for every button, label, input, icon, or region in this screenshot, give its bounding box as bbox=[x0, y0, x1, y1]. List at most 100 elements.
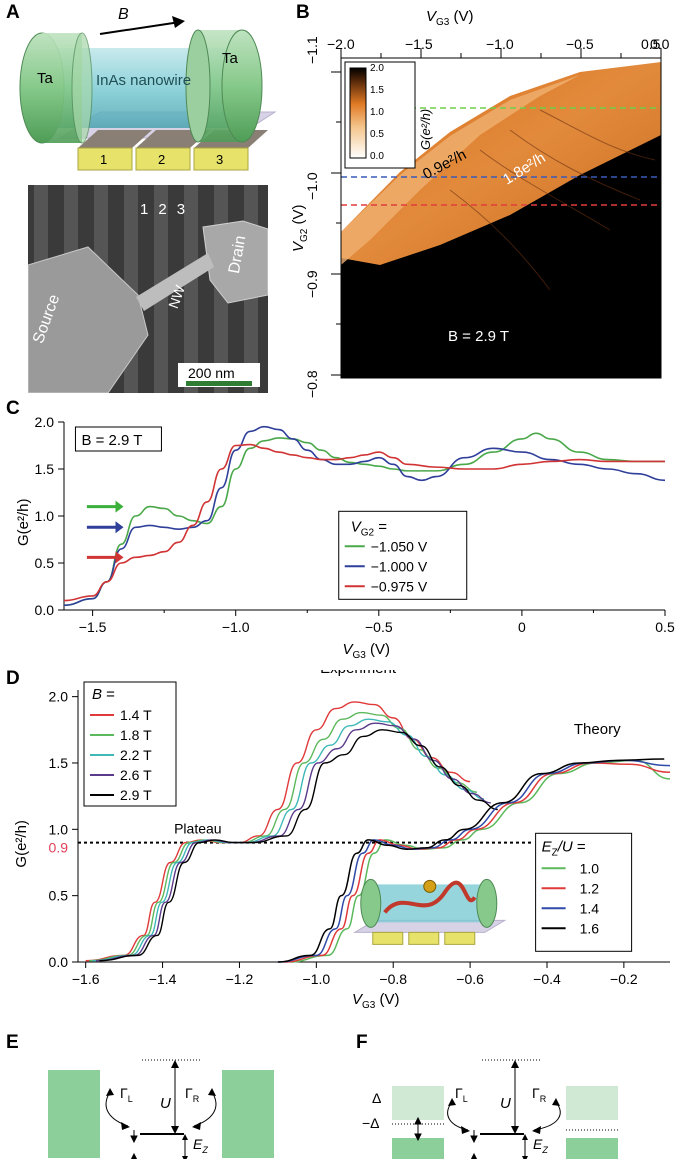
d-inset-spin bbox=[423, 879, 437, 893]
c-y-tick-label: 2.0 bbox=[35, 414, 55, 430]
d-legend-b-box bbox=[83, 681, 177, 807]
f-ez-sub: Z bbox=[542, 1144, 548, 1155]
sem-gate-1: 1 bbox=[140, 201, 159, 218]
colormap-x-tick-1: −2.0 bbox=[327, 36, 355, 52]
chart-d: −1.6 −1.4 −1.2 −1.0 −0.8 −0.6 −0.4 −0.2 0.0 0.5 1.… bbox=[13, 670, 671, 1011]
sem-image bbox=[28, 185, 268, 393]
cbar-tick-2: 2.0 bbox=[370, 63, 384, 74]
d-inset-lead-right bbox=[476, 878, 498, 928]
cbar-tick-1: 1.0 bbox=[370, 107, 384, 118]
d-legend-b-label-2: 2.2 T bbox=[120, 747, 152, 763]
colormap-x-tick-3: −1.0 bbox=[486, 36, 514, 52]
d-experiment-curve-2 bbox=[92, 718, 485, 962]
f-gamma-r-arrow bbox=[533, 1101, 561, 1131]
panel-label-c: C bbox=[6, 398, 20, 419]
c-x-tick-label: 0 bbox=[518, 619, 526, 635]
c-x-tick-label: −0.5 bbox=[365, 619, 393, 635]
d-y-tick-label: 0.0 bbox=[49, 954, 69, 970]
d-plateau-label: Plateau bbox=[174, 820, 221, 836]
d-plateau-value: 0.9 bbox=[49, 840, 69, 856]
d-x-tick-label: −0.6 bbox=[456, 971, 484, 987]
f-ez-sym: E bbox=[533, 1136, 543, 1152]
e-gamma-l: ΓL bbox=[120, 1085, 133, 1104]
d-legend-b-label-1: 1.8 T bbox=[120, 727, 152, 743]
sem-gate-labels: 123 bbox=[140, 201, 195, 218]
f-gamma-l-sub: L bbox=[462, 1093, 468, 1104]
chart-c: −1.5 −1.0 −0.5 0 0.5 0.0 0.5 1.0 1.5 2.0 VG3 (V) G(… bbox=[15, 414, 675, 661]
field-arrow bbox=[99, 21, 181, 35]
cbar-tick-15: 1.5 bbox=[370, 85, 384, 96]
gate-electrodes bbox=[77, 130, 268, 171]
panel-label-a: A bbox=[6, 2, 20, 23]
sem-gate-2: 2 bbox=[158, 201, 177, 218]
f-right-lower-band bbox=[566, 1138, 618, 1159]
colormap-x-var: V bbox=[426, 8, 437, 25]
d-x-tick-label: −0.2 bbox=[610, 971, 638, 987]
e-ez-sym: E bbox=[193, 1136, 203, 1152]
d-legend-e-box bbox=[535, 832, 633, 952]
d-experiment-label: Experiment bbox=[320, 670, 397, 677]
c-y-tick-label: 1.5 bbox=[35, 461, 55, 477]
c-legend-box bbox=[338, 510, 468, 600]
d-legend-b-label-4: 2.9 T bbox=[120, 787, 152, 803]
c-field-box bbox=[74, 426, 162, 452]
d-y-tick-label: 1.5 bbox=[49, 755, 69, 771]
d-x-tick-label: −1.4 bbox=[149, 971, 177, 987]
c-x-tick-label: 0.5 bbox=[655, 619, 675, 635]
lead-right-block bbox=[222, 1070, 274, 1158]
f-delta-arrows bbox=[414, 1116, 422, 1142]
c-x-tick-label: −1.5 bbox=[79, 619, 107, 635]
c-marker-arrowhead-0 bbox=[115, 500, 124, 513]
cbar-tick-0: 0.0 bbox=[370, 151, 384, 162]
f-minus-delta: −Δ bbox=[362, 1115, 380, 1131]
cbar-label: G(e²/h) bbox=[418, 108, 433, 150]
c-series-line-2 bbox=[63, 443, 665, 602]
energy-diagram-e bbox=[48, 1059, 274, 1159]
e-u: U bbox=[160, 1095, 171, 1112]
lead-right-label: Ta bbox=[222, 50, 238, 67]
d-y-label: G(e²/h) bbox=[13, 820, 30, 868]
colormap-y-tick-4: −0.8 bbox=[304, 370, 320, 398]
colormap-dark-region bbox=[341, 130, 661, 378]
d-legend-b-label-3: 2.6 T bbox=[120, 767, 152, 783]
c-y-tick-label: 0.5 bbox=[35, 555, 55, 571]
e-ez: EZ bbox=[193, 1136, 208, 1155]
panel-label-f: F bbox=[356, 1032, 368, 1053]
sem-nanowire bbox=[136, 253, 214, 311]
colormap-y-sub: G2 bbox=[299, 228, 310, 242]
e-gamma-l-sym: Γ bbox=[120, 1085, 128, 1101]
colormap-x-sub: G3 bbox=[436, 17, 450, 28]
c-y-label: G(e²/h) bbox=[15, 498, 32, 546]
panel-label-b: B bbox=[296, 2, 310, 23]
cbar-tick-05: 0.5 bbox=[370, 129, 384, 140]
f-gamma-l: ΓL bbox=[455, 1085, 468, 1104]
f-gamma-r-sym: Γ bbox=[532, 1085, 540, 1101]
colorbar bbox=[349, 67, 367, 159]
d-x-label: VG3 (V) bbox=[352, 991, 400, 1011]
field-label: B bbox=[118, 6, 129, 23]
d-legend-b-label-0: 1.4 T bbox=[120, 707, 152, 723]
colormap-x-tick-6: . bbox=[634, 36, 638, 52]
d-inset-lead-left bbox=[360, 878, 382, 928]
d-x-tick-label: −0.8 bbox=[379, 971, 407, 987]
d-x-tick-label: −1.2 bbox=[226, 971, 254, 987]
f-spin-arrows bbox=[470, 1130, 478, 1159]
colormap-y-unit: (V) bbox=[290, 204, 307, 229]
sem-drain bbox=[202, 220, 268, 304]
d-y-tick-label: 1.0 bbox=[49, 821, 69, 837]
d-experiment-curve-4 bbox=[99, 729, 498, 962]
e-gamma-r: ΓR bbox=[185, 1085, 199, 1104]
e-ez-sub: Z bbox=[202, 1144, 208, 1155]
f-right-upper-band bbox=[566, 1086, 618, 1120]
c-marker-arrowhead-2 bbox=[115, 551, 124, 564]
e-gamma-r-sym: Γ bbox=[185, 1085, 193, 1101]
spin-arrows-e bbox=[130, 1130, 138, 1159]
d-legend-e-label-1: 1.2 bbox=[580, 880, 600, 896]
d-legend-e-label-2: 1.4 bbox=[580, 900, 600, 916]
chart-d-plot: −1.6 −1.4 −1.2 −1.0 −0.8 −0.6 −0.4 −0.2 0.0 0.5 1.… bbox=[13, 670, 671, 1011]
d-y-tick-label: 0.5 bbox=[49, 888, 69, 904]
c-legend-label-1: −1.000 V bbox=[371, 558, 428, 574]
colormap-field-label: B = 2.9 T bbox=[448, 328, 510, 345]
scale-bar-label: 200 nm bbox=[188, 365, 235, 381]
panel-label-d: D bbox=[6, 668, 20, 689]
